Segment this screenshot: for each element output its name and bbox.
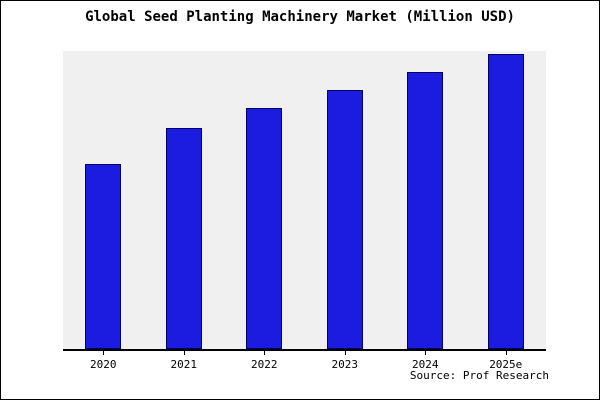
x-axis-labels: 2020 2021 2022 2023 2024 2025e (63, 351, 546, 371)
bar-2024 (407, 71, 444, 349)
source-note: Source: Prof Research (409, 369, 549, 382)
bar-2022 (246, 107, 283, 349)
bar-column-2022 (224, 51, 305, 349)
x-tick-label-2020: 2020 (63, 351, 144, 371)
x-tick-label-2022: 2022 (224, 351, 305, 371)
chart-title: Global Seed Planting Machinery Market (M… (85, 9, 515, 25)
bar-column-2025e (466, 51, 547, 349)
bar-column-2023 (305, 51, 386, 349)
bar-2023 (326, 89, 363, 349)
x-tick-label-2025e: 2025e (466, 351, 547, 371)
bar-column-2020 (63, 51, 144, 349)
bar-column-2021 (144, 51, 225, 349)
bar-2021 (165, 128, 202, 349)
x-tick-label-2021: 2021 (144, 351, 225, 371)
bar-2025e (487, 53, 524, 349)
plot-area (63, 51, 546, 351)
bar-column-2024 (385, 51, 466, 349)
x-tick-label-2024: 2024 (385, 351, 466, 371)
x-tick-label-2023: 2023 (305, 351, 386, 371)
bar-2020 (85, 164, 122, 349)
